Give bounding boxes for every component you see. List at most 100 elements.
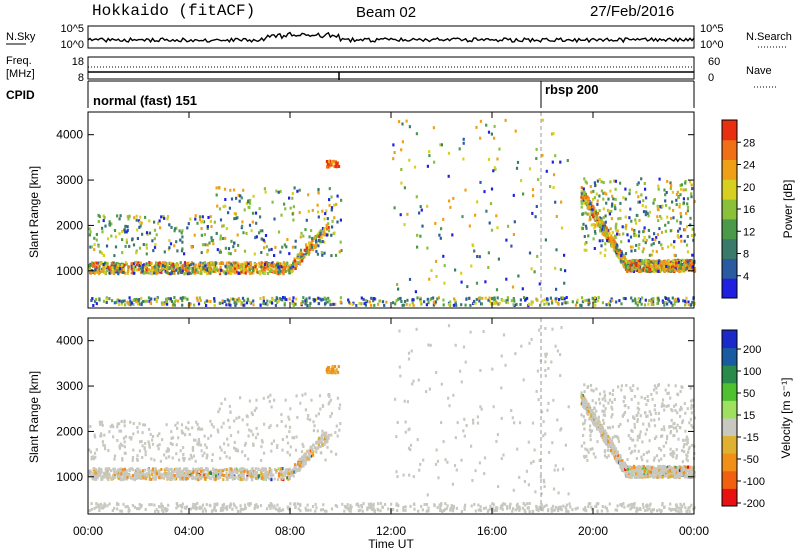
data-cell <box>171 456 174 460</box>
data-cell <box>173 474 176 477</box>
data-cell <box>587 303 590 307</box>
data-cell <box>396 509 399 512</box>
data-cell <box>254 504 257 507</box>
data-cell <box>88 448 91 452</box>
data-cell <box>98 250 102 254</box>
data-cell <box>95 297 98 301</box>
data-cell <box>194 468 198 472</box>
data-cell <box>90 245 93 249</box>
data-cell <box>147 468 150 471</box>
data-cell <box>248 470 251 474</box>
data-cell <box>663 506 666 509</box>
data-cell <box>497 257 500 261</box>
data-cell <box>614 236 617 239</box>
data-cell <box>587 505 590 509</box>
data-cell <box>114 269 117 273</box>
data-cell <box>285 262 288 265</box>
data-cell <box>116 422 119 426</box>
data-cell <box>268 426 271 429</box>
data-cell <box>620 251 623 255</box>
data-cell <box>209 434 213 438</box>
data-cell <box>684 263 687 267</box>
data-cell <box>289 445 292 449</box>
data-cell <box>218 407 221 411</box>
data-cell <box>117 474 120 478</box>
data-cell <box>181 247 184 251</box>
data-cell <box>143 299 146 303</box>
data-cell <box>546 298 549 302</box>
data-cell <box>693 506 696 510</box>
data-cell <box>101 474 104 478</box>
data-cell <box>670 216 673 220</box>
data-cell <box>279 265 282 269</box>
data-cell <box>211 238 215 242</box>
data-cell <box>155 261 158 265</box>
data-cell <box>428 277 431 281</box>
data-cell <box>279 250 282 254</box>
data-cell <box>599 251 602 255</box>
data-cell <box>308 304 311 307</box>
data-cell <box>585 298 588 302</box>
data-cell <box>611 298 614 302</box>
data-cell <box>100 468 103 472</box>
data-cell <box>102 299 106 303</box>
data-cell <box>597 224 600 228</box>
data-cell <box>90 502 93 506</box>
data-cell <box>131 468 134 472</box>
data-cell <box>602 181 605 184</box>
data-cell <box>148 219 151 223</box>
data-cell <box>321 253 324 257</box>
data-cell <box>535 508 538 512</box>
data-cell <box>178 467 182 471</box>
data-cell <box>232 188 236 192</box>
data-cell <box>261 476 264 480</box>
data-cell <box>359 508 362 512</box>
data-cell <box>251 478 254 482</box>
data-cell <box>638 269 641 273</box>
data-cell <box>601 224 604 228</box>
data-cell <box>302 234 305 238</box>
data-cell <box>303 455 306 459</box>
data-cell <box>181 472 184 476</box>
data-cell <box>666 179 669 183</box>
velocity-data-cells <box>88 324 696 514</box>
data-cell <box>624 266 627 270</box>
data-cell <box>103 505 106 509</box>
data-cell <box>584 196 588 200</box>
data-cell <box>117 272 120 276</box>
data-cell <box>613 179 616 183</box>
data-cell <box>121 251 124 255</box>
data-cell <box>176 426 179 430</box>
data-cell <box>460 280 463 284</box>
data-cell <box>252 444 255 447</box>
data-cell <box>156 444 159 448</box>
data-cell <box>523 296 526 300</box>
data-cell <box>166 297 169 301</box>
data-cell <box>594 300 597 303</box>
data-cell <box>597 222 600 226</box>
data-cell <box>611 236 614 240</box>
data-cell <box>563 297 566 301</box>
data-cell <box>253 408 256 412</box>
data-cell <box>398 120 401 124</box>
data-cell <box>222 478 225 482</box>
data-cell <box>225 227 228 231</box>
data-cell <box>166 467 169 471</box>
data-cell <box>108 297 111 301</box>
data-cell <box>451 509 454 513</box>
data-cell <box>330 412 333 416</box>
data-cell <box>161 438 164 442</box>
data-cell <box>580 304 583 308</box>
data-cell <box>281 298 284 302</box>
data-cell <box>131 456 135 459</box>
data-cell <box>139 477 142 480</box>
data-cell <box>652 242 655 246</box>
data-cell <box>270 405 273 409</box>
data-cell <box>278 267 281 271</box>
data-cell <box>370 504 373 508</box>
data-cell <box>118 445 121 449</box>
data-cell <box>257 270 260 274</box>
data-cell <box>155 470 158 474</box>
data-cell <box>292 304 295 307</box>
data-cell <box>163 453 166 457</box>
